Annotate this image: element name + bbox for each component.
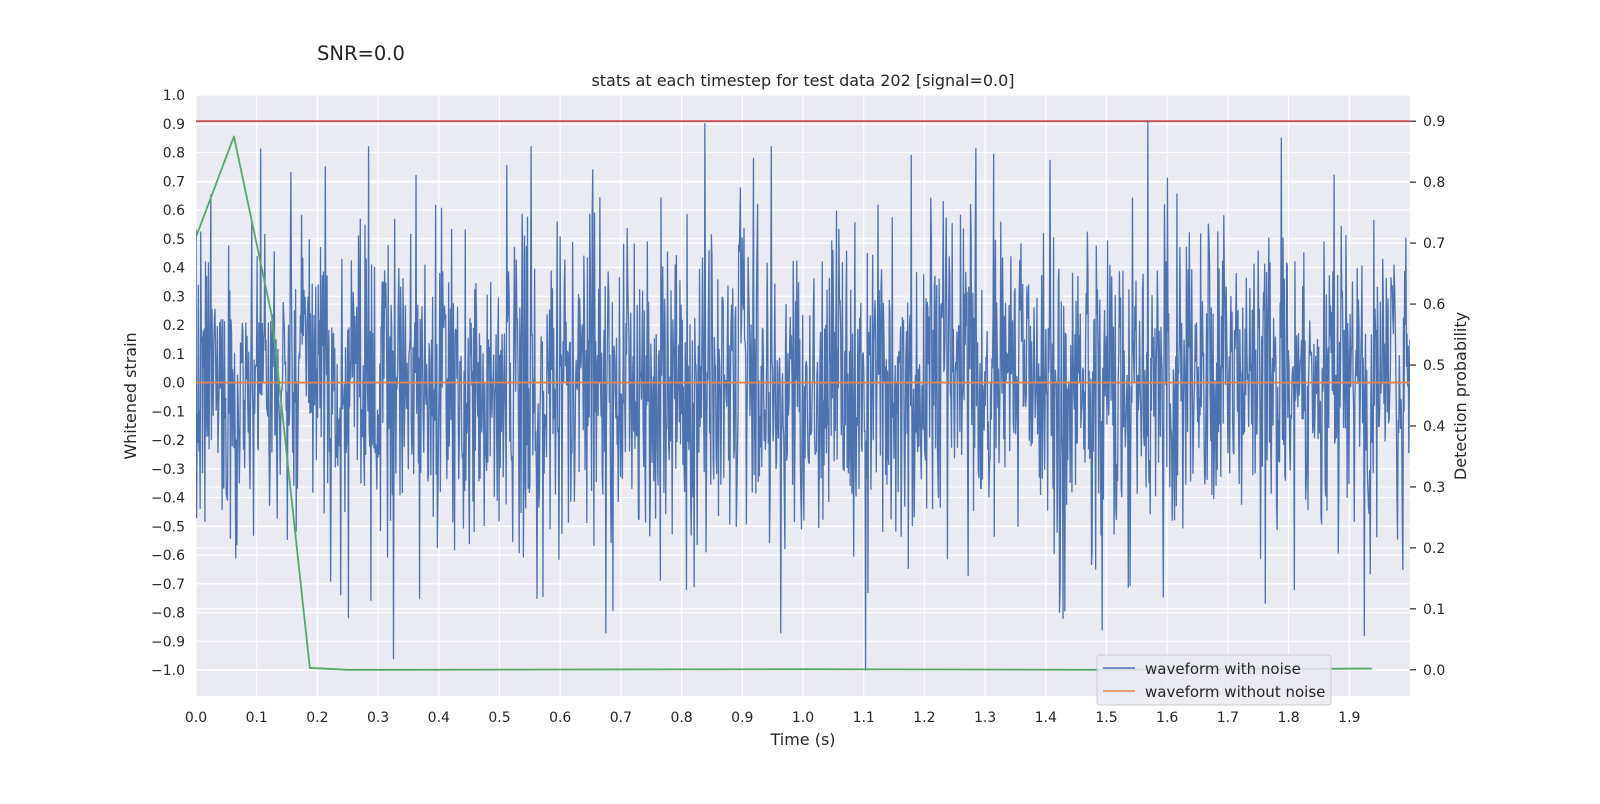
series-layer [196, 120, 1410, 671]
y-tick-label: 0.4 [163, 261, 185, 277]
x-tick-label: 1.0 [792, 710, 814, 726]
y2-axis-label: Detection probability [1451, 312, 1470, 480]
y2-tick-label: 0.3 [1423, 480, 1445, 496]
x-tick-label: 1.9 [1338, 710, 1360, 726]
x-tick-label: 0.7 [610, 710, 632, 726]
y-tick-label: 0.6 [163, 203, 185, 219]
x-tick-label: 1.5 [1095, 710, 1117, 726]
x-axis-ticks: 0.0 0.1 0.2 0.3 0.4 0.5 0.6 0.7 0.8 0.9 1.0 1.1 1.2 1… [185, 710, 1361, 726]
series-waveform-with-noise [196, 120, 1410, 671]
y-tick-label: 0.0 [163, 376, 185, 392]
x-tick-label: 1.1 [853, 710, 875, 726]
y-tick-label: −1.0 [151, 663, 185, 679]
x-tick-label: 1.8 [1277, 710, 1299, 726]
y-tick-label: −0.5 [151, 519, 185, 535]
x-tick-label: 0.5 [488, 710, 510, 726]
y2-tick-label: 0.7 [1423, 236, 1445, 252]
y2-tick-label: 0.8 [1423, 175, 1445, 191]
y-tick-label: −0.6 [151, 548, 185, 564]
y-axis-label: Whitened strain [121, 332, 140, 459]
x-tick-label: 0.1 [246, 710, 268, 726]
legend: waveform with noise waveform without noi… [1096, 654, 1332, 706]
y-tick-label: 0.1 [163, 347, 185, 363]
y-axis-ticks: 1.0 0.9 0.8 0.7 0.6 0.5 0.4 0.3 0.2 0.1 0.0 −0.1 −0.… [151, 88, 185, 679]
y-tick-label: −0.8 [151, 606, 185, 622]
x-tick-label: 0.4 [428, 710, 450, 726]
chart-title: stats at each timestep for test data 202… [591, 71, 1014, 90]
x-tick-label: 0.3 [367, 710, 389, 726]
y-tick-label: 0.8 [163, 146, 185, 162]
y-tick-label: 0.2 [163, 318, 185, 334]
x-tick-label: 0.8 [670, 710, 692, 726]
legend-label-waveform-without-noise: waveform without noise [1145, 683, 1325, 701]
y-tick-label: −0.4 [151, 491, 185, 507]
y-tick-label: 0.5 [163, 232, 185, 248]
y2-tick-label: 0.5 [1423, 358, 1445, 374]
legend-box [1096, 654, 1332, 706]
legend-label-waveform-with-noise: waveform with noise [1145, 660, 1301, 678]
y-tick-label: −0.1 [151, 404, 185, 420]
snr-label: SNR=0.0 [317, 42, 405, 65]
y-tick-label: 0.9 [163, 117, 185, 133]
y2-tick-label: 0.1 [1423, 602, 1445, 618]
x-axis-label: Time (s) [769, 730, 835, 749]
x-tick-label: 0.6 [549, 710, 571, 726]
series-detection-probability [196, 135, 1373, 671]
x-tick-label: 0.0 [185, 710, 207, 726]
y-tick-label: 1.0 [163, 88, 185, 104]
x-tick-label: 1.7 [1217, 710, 1239, 726]
x-tick-label: 0.2 [306, 710, 328, 726]
y2-tick-label: 0.9 [1423, 114, 1445, 130]
y2-tick-label: 0.2 [1423, 541, 1445, 557]
y-tick-label: −0.3 [151, 462, 185, 478]
y2-axis-ticks: 0.9 0.8 0.7 0.6 0.5 0.4 0.3 0.2 0.1 0.0 [1410, 114, 1445, 679]
y-tick-label: −0.7 [151, 577, 185, 593]
y-tick-label: 0.3 [163, 289, 185, 305]
y-tick-label: −0.9 [151, 634, 185, 650]
x-tick-label: 1.3 [974, 710, 996, 726]
y2-tick-label: 0.0 [1423, 663, 1445, 679]
y-tick-label: −0.2 [151, 433, 185, 449]
y-tick-label: 0.7 [163, 174, 185, 190]
x-tick-label: 1.6 [1156, 710, 1178, 726]
y2-tick-label: 0.6 [1423, 297, 1445, 313]
x-tick-label: 1.2 [913, 710, 935, 726]
x-tick-label: 1.4 [1035, 710, 1057, 726]
x-tick-label: 0.9 [731, 710, 753, 726]
y2-tick-label: 0.4 [1423, 419, 1445, 435]
